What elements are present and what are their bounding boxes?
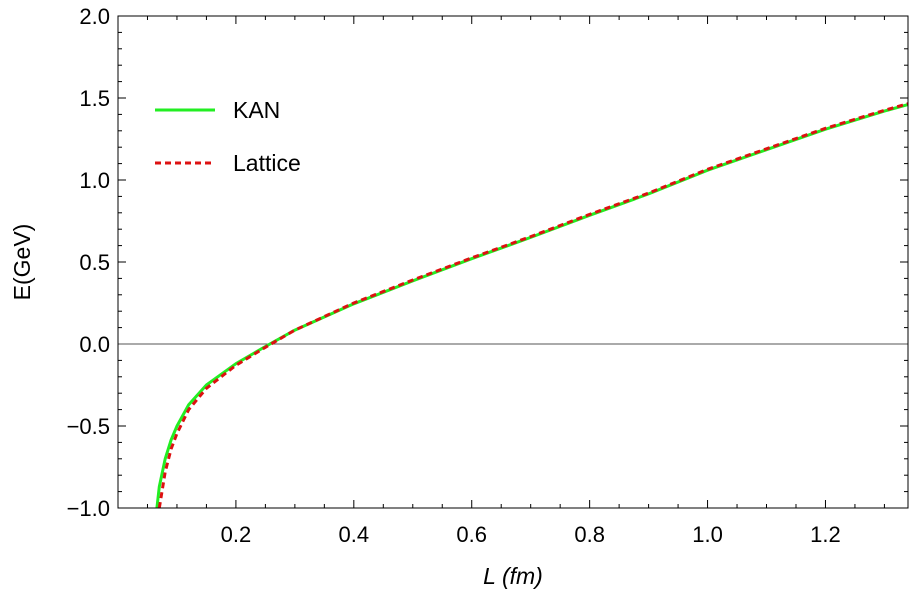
ticks-layer: 0.2 0.4 0.6 0.8 1.0 1.2 −1.0 −0.5 0.0 0.5 1.0 1.5 2.…: [67, 4, 908, 547]
y-axis-title: E(GeV): [9, 224, 35, 301]
x-tick-label: 0.4: [339, 522, 370, 547]
x-tick-label: 0.2: [221, 522, 252, 547]
y-tick-label: 1.5: [79, 86, 110, 111]
legend: KAN Lattice: [155, 97, 301, 176]
y-tick-label: −0.5: [67, 414, 110, 439]
y-tick-label: 1.0: [79, 168, 110, 193]
x-axis-title: L (fm): [483, 563, 543, 589]
series-line-lattice: [157, 102, 909, 509]
y-tick-label: 0.0: [79, 332, 110, 357]
y-tick-label: 0.5: [79, 250, 110, 275]
y-tick-label: 2.0: [79, 4, 110, 29]
x-tick-label: 1.2: [810, 522, 841, 547]
x-tick-label: 0.6: [456, 522, 487, 547]
legend-label-kan: KAN: [233, 97, 280, 123]
series-layer: [155, 102, 909, 509]
x-tick-label: 1.0: [692, 522, 723, 547]
plot-frame: [117, 15, 909, 509]
legend-label-lattice: Lattice: [233, 150, 301, 176]
y-tick-label: −1.0: [67, 496, 110, 521]
x-tick-label: 0.8: [574, 522, 605, 547]
